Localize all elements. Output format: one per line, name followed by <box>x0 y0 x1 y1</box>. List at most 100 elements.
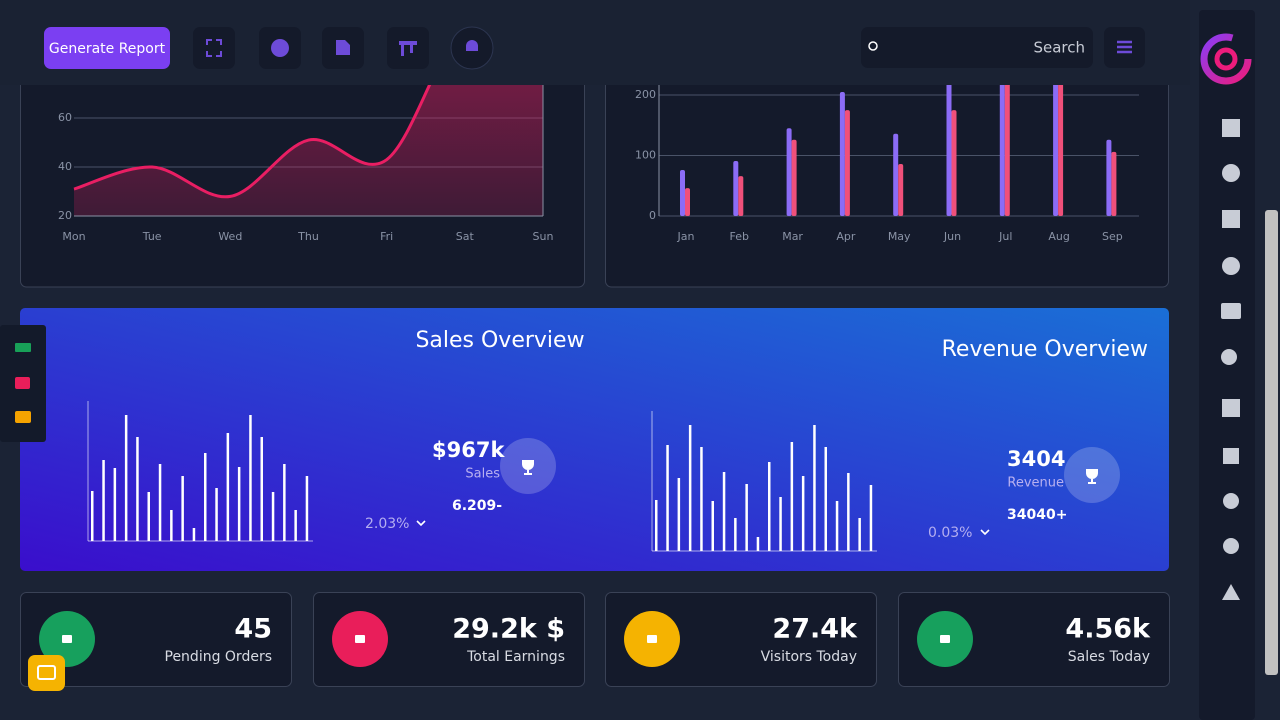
x-tick-label: Tue <box>142 230 162 243</box>
mini-bar <box>734 518 737 551</box>
mini-bar <box>158 464 162 541</box>
stat-glyph <box>647 635 657 643</box>
bar <box>893 133 899 216</box>
user-icon[interactable] <box>1221 349 1237 365</box>
mini-bar <box>779 497 782 551</box>
bar <box>1106 139 1112 216</box>
bar <box>1111 151 1117 216</box>
search-icon <box>868 41 878 51</box>
revenue-secondary: 34040+ <box>1007 507 1067 523</box>
mini-bar <box>249 415 252 541</box>
sales-secondary: 6.209- <box>452 498 502 514</box>
search-box[interactable] <box>861 27 1093 68</box>
stat-card <box>605 592 877 687</box>
image-icon[interactable] <box>15 377 30 389</box>
bar <box>786 128 792 216</box>
revenue-change: 0.03% <box>928 525 972 541</box>
generate-report-button[interactable] <box>44 27 170 69</box>
mini-bar <box>102 460 105 541</box>
stat-value: 45 <box>234 614 272 645</box>
chevron[interactable] <box>416 520 426 527</box>
mini-bar <box>226 433 230 541</box>
x-tick-label: Jan <box>677 230 695 243</box>
mini-bar <box>136 437 139 541</box>
warning-icon[interactable] <box>1222 584 1240 600</box>
stat-card <box>313 592 585 687</box>
mini-bar <box>711 501 714 551</box>
stat-glyph <box>355 635 365 643</box>
lock-icon[interactable] <box>1223 538 1239 554</box>
logo-inner <box>1214 47 1238 71</box>
flag-icon[interactable] <box>1222 210 1240 228</box>
mini-bar <box>847 473 850 551</box>
x-tick-label: Sat <box>456 230 475 243</box>
logo[interactable] <box>1200 33 1252 85</box>
bar <box>733 160 739 216</box>
y-tick-label: 40 <box>58 160 72 173</box>
fullscreen-button[interactable] <box>193 27 235 69</box>
mini-bar <box>700 447 703 551</box>
globe-icon[interactable] <box>1223 493 1239 509</box>
mini-bar <box>801 476 805 551</box>
trophy-icon <box>522 460 534 475</box>
bell-icon <box>466 40 478 51</box>
folder-icon[interactable] <box>15 411 31 423</box>
mini-bar <box>181 476 184 541</box>
mini-bar <box>768 462 771 551</box>
money-icon[interactable] <box>15 343 31 352</box>
mini-bar <box>688 425 692 551</box>
mini-bar <box>835 501 839 551</box>
mini-bar <box>147 492 150 541</box>
menu-icon <box>1117 40 1132 54</box>
chat-icon <box>37 665 56 680</box>
y-tick-label: 0 <box>649 209 656 222</box>
x-tick-label: Feb <box>730 230 749 243</box>
mini-bar <box>677 478 681 551</box>
button-label: Generate Report <box>49 41 166 57</box>
area <box>74 16 543 216</box>
fullscreen-icon <box>206 39 222 57</box>
x-tick-label: Fri <box>380 230 393 243</box>
x-tick-label: Jul <box>998 230 1012 243</box>
sales-title: Sales Overview <box>415 328 584 353</box>
y-tick-label: 200 <box>635 88 656 101</box>
mini-bar <box>271 492 275 541</box>
mini-bar <box>655 500 658 551</box>
sales-value: $967k <box>432 438 505 462</box>
x-tick-label: May <box>888 230 911 243</box>
bar <box>1004 58 1010 217</box>
alarm-icon[interactable] <box>1222 257 1240 275</box>
mail-icon[interactable] <box>1221 303 1241 319</box>
revenue-label: Revenue <box>1007 476 1064 491</box>
search-placeholder: Search <box>1033 39 1085 57</box>
bar <box>999 46 1005 216</box>
x-tick-label: Thu <box>297 230 319 243</box>
stat-value: 27.4k <box>772 614 858 645</box>
stat-label: Sales Today <box>1068 649 1150 665</box>
chart-icon[interactable] <box>1222 164 1240 182</box>
bar <box>946 64 952 216</box>
mini-bar <box>124 415 128 541</box>
mini-bar <box>113 468 117 541</box>
right-sidebar <box>1199 10 1255 720</box>
tasks-button[interactable] <box>387 27 429 69</box>
mini-bar <box>869 485 873 551</box>
x-tick-label: Mar <box>782 230 803 243</box>
bar <box>839 91 845 216</box>
stat-label: Pending Orders <box>165 649 273 665</box>
tasks-icon <box>399 41 417 56</box>
chevron[interactable] <box>980 529 990 536</box>
library-icon[interactable] <box>1222 399 1240 417</box>
bar <box>1058 70 1064 216</box>
mini-bar <box>237 467 241 541</box>
stat-card <box>20 592 292 687</box>
stat-value: 29.2k $ <box>452 614 565 645</box>
sales-change: 2.03% <box>365 516 409 532</box>
chat-button[interactable] <box>28 655 65 691</box>
box-icon[interactable] <box>1223 448 1239 464</box>
dashboard-icon[interactable] <box>1222 119 1240 137</box>
trophy-icon <box>1086 469 1098 484</box>
scrollbar[interactable] <box>1265 210 1278 675</box>
